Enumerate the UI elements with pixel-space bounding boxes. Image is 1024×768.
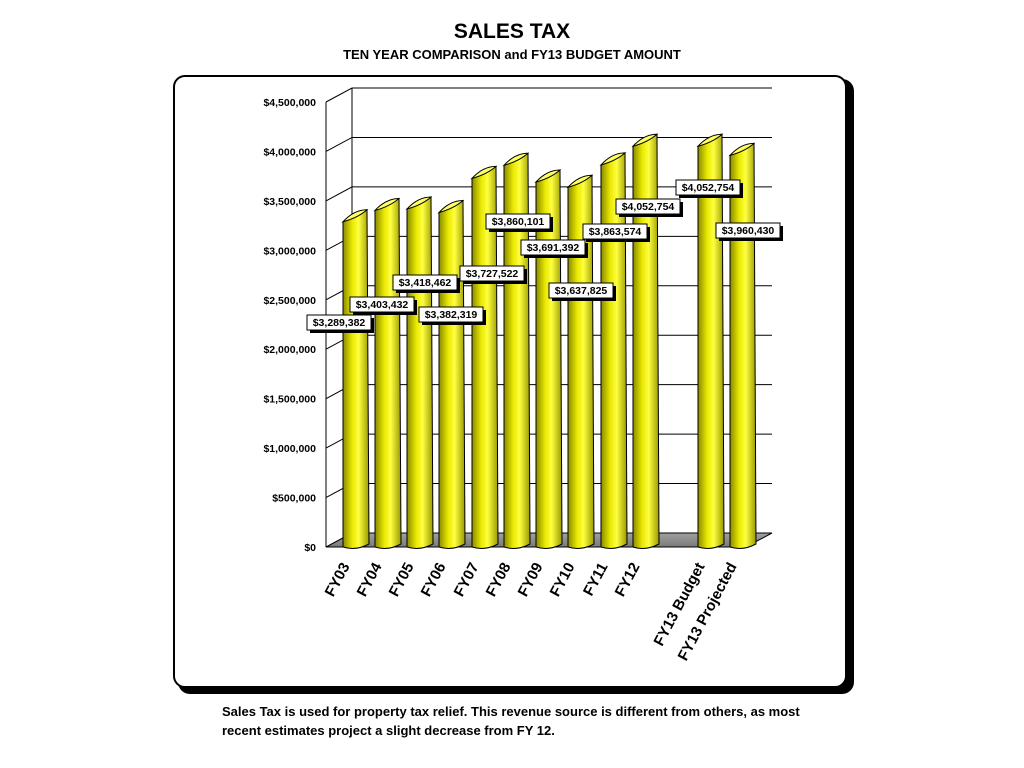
y-tick-label: $3,500,000: [263, 196, 316, 208]
x-category-label: FY09: [515, 560, 547, 600]
x-category-label: FY08: [483, 560, 515, 600]
x-category-label: FY06: [418, 560, 450, 600]
data-label: $3,960,430: [715, 222, 783, 241]
data-label-text: $3,960,430: [722, 225, 775, 237]
x-category-label: FY10: [547, 560, 579, 600]
data-label: $4,052,754: [675, 179, 743, 198]
data-label-text: $3,289,382: [313, 317, 366, 329]
y-tick-label: $500,000: [272, 493, 316, 505]
bars: [341, 133, 757, 549]
data-label-text: $3,418,462: [399, 277, 452, 289]
x-category-label: FY12: [612, 560, 644, 600]
y-tick-label: $2,000,000: [263, 344, 316, 356]
gridline: [325, 87, 772, 103]
bar-fy09: [534, 169, 563, 549]
data-label: $3,289,382: [306, 314, 374, 333]
bar-fy11: [599, 152, 628, 549]
bar-fy05: [405, 196, 434, 549]
x-axis-labels: FY03 FY04 FY05 FY06 FY07 FY08 FY09 FY10 FY11 FY12…: [322, 559, 741, 663]
x-category-label: FY05: [386, 560, 418, 600]
x-category-label: FY11: [580, 560, 611, 599]
gridline: [325, 136, 772, 152]
bar-fy06: [437, 199, 466, 549]
data-label-text: $3,403,432: [356, 299, 409, 311]
footnote: Sales Tax is used for property tax relie…: [222, 704, 800, 738]
bar-fy07: [470, 165, 499, 549]
data-label-text: $3,637,825: [555, 285, 608, 297]
data-label: $4,052,754: [615, 198, 683, 217]
chart-subtitle: TEN YEAR COMPARISON and FY13 BUDGET AMOU…: [343, 47, 681, 62]
data-label: $3,727,522: [459, 265, 527, 284]
data-label: $3,637,825: [548, 282, 616, 301]
data-label-text: $3,863,574: [589, 226, 642, 238]
data-label-text: $4,052,754: [622, 201, 675, 213]
data-label: $3,418,462: [392, 274, 460, 293]
data-labels: $3,289,382 $3,403,432 $3,418,462 $3,382,319…: [306, 179, 783, 333]
data-label-text: $4,052,754: [682, 182, 735, 194]
y-tick-label: $4,000,000: [263, 146, 316, 158]
y-tick-label: $4,500,000: [263, 97, 316, 109]
x-category-label: FY03: [322, 560, 354, 600]
y-axis-ticks: $0 $500,000 $1,000,000 $1,500,000 $2,000,000…: [263, 97, 316, 554]
bar-fy12: [631, 133, 660, 549]
data-label-text: $3,382,319: [425, 309, 478, 321]
y-tick-label: $1,000,000: [263, 443, 316, 455]
x-category-label: FY04: [354, 559, 386, 599]
bar-fy08: [502, 152, 531, 549]
y-tick-label: $1,500,000: [263, 394, 316, 406]
data-label: $3,403,432: [349, 296, 417, 315]
gridline: [325, 186, 772, 202]
data-label-text: $3,691,392: [527, 242, 580, 254]
data-label: $3,863,574: [582, 223, 650, 242]
y-tick-label: $3,000,000: [263, 245, 316, 257]
data-label-text: $3,860,101: [492, 216, 545, 228]
bar-fy03: [341, 208, 370, 549]
bar-fy04: [373, 197, 402, 549]
data-label: $3,860,101: [485, 213, 553, 232]
y-tick-label: $0: [304, 542, 316, 554]
bar-fy10: [566, 174, 595, 549]
chart-title: SALES TAX: [453, 20, 571, 43]
y-tick-label: $2,500,000: [263, 295, 316, 307]
data-label-text: $3,727,522: [466, 268, 519, 280]
bar-fy13-projected: [728, 142, 757, 549]
x-category-label: FY07: [451, 560, 483, 600]
data-label: $3,691,392: [520, 239, 588, 258]
data-label: $3,382,319: [418, 306, 486, 325]
